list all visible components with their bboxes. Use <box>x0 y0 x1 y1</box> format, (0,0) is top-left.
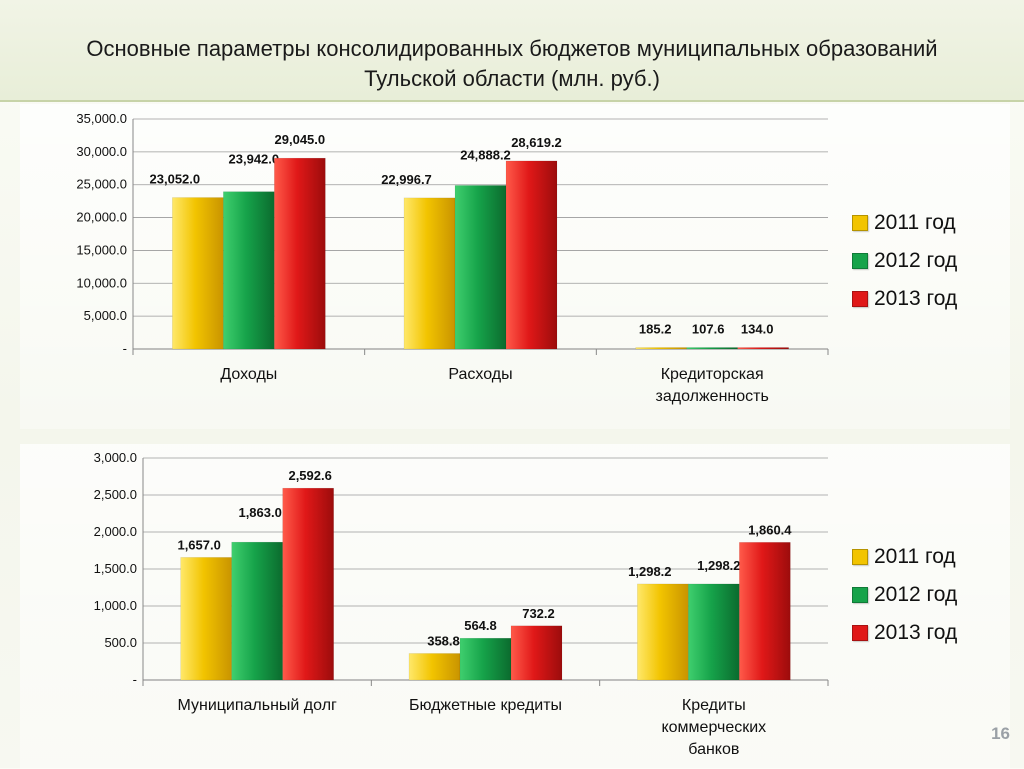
legend-swatch-2012 <box>852 587 868 603</box>
y-tick-label: - <box>133 672 137 687</box>
y-tick-label: 25,000.0 <box>76 177 127 192</box>
legend-swatch-2011 <box>852 215 868 231</box>
legend-label-2012: 2012 год <box>874 249 958 272</box>
category-label: Муниципальный долг <box>177 697 337 714</box>
y-tick-label: 10,000.0 <box>76 275 127 290</box>
legend-label-2013: 2013 год <box>874 287 958 310</box>
y-tick-label: 1,500.0 <box>94 561 137 576</box>
data-label: 28,619.2 <box>511 135 562 150</box>
category-label: Кредиты коммерческих банков <box>661 697 766 758</box>
page-number: 16 <box>991 724 1010 743</box>
data-label: 1,657.0 <box>177 537 220 552</box>
legend-swatch-2013 <box>852 291 868 307</box>
bar <box>274 157 326 350</box>
bar <box>739 542 791 681</box>
data-label: 732.2 <box>522 606 555 621</box>
legend-debt: 2011 год 2012 год 2013 год <box>852 538 957 652</box>
bar-chart-debt: - 500.0 1,000.0 1,500.0 2,000.0 2,500.0 3,000.… <box>94 450 829 758</box>
category-label: Расходы <box>448 366 512 383</box>
bar <box>172 197 224 350</box>
legend-item-2011: 2011 год <box>852 204 957 242</box>
bar <box>637 583 689 681</box>
bar-chart-budget: - 5,000.0 10,000.0 15,000.0 20,000.0 25,000.0… <box>76 111 829 405</box>
category-label: Кредиторская задолженность <box>656 366 769 405</box>
y-tick-label: 15,000.0 <box>76 242 127 257</box>
data-label: 1,298.2 <box>697 558 740 573</box>
bar <box>223 191 275 350</box>
data-label: 23,052.0 <box>150 172 201 187</box>
y-tick-label: 30,000.0 <box>76 144 127 159</box>
bar <box>282 487 334 681</box>
y-tick-label: 500.0 <box>104 635 137 650</box>
data-label: 134.0 <box>741 322 774 337</box>
category-label: Бюджетные кредиты <box>409 697 562 714</box>
data-label: 2,592.6 <box>288 468 331 483</box>
data-label: 564.8 <box>464 618 497 633</box>
category-label: Доходы <box>220 366 277 383</box>
data-label: 22,996.7 <box>381 172 432 187</box>
legend-swatch-2011 <box>852 549 868 565</box>
y-tick-label: 2,500.0 <box>94 487 137 502</box>
bar <box>408 653 461 681</box>
bar <box>180 557 232 681</box>
bar <box>686 347 738 350</box>
bar <box>635 347 687 350</box>
chart-panel-budget: - 5,000.0 10,000.0 15,000.0 20,000.0 25,000.0… <box>20 104 1010 429</box>
legend-label-2011: 2011 год <box>874 211 956 234</box>
bar <box>505 160 558 350</box>
legend-budget: 2011 год 2012 год 2013 год <box>852 204 957 318</box>
bar <box>510 625 563 681</box>
legend-swatch-2013 <box>852 625 868 641</box>
bar <box>403 197 456 350</box>
legend-label-2011: 2011 год <box>874 545 956 568</box>
y-tick-label: 5,000.0 <box>84 308 127 323</box>
bar <box>688 583 740 681</box>
y-tick-label: - <box>123 341 127 356</box>
y-tick-label: 1,000.0 <box>94 598 137 613</box>
data-label: 107.6 <box>692 322 725 337</box>
legend-item-2012: 2012 год <box>852 576 957 614</box>
legend-item-2013: 2013 год <box>852 280 957 318</box>
bar <box>737 347 789 350</box>
data-label: 1,863.0 <box>238 505 281 520</box>
legend-swatch-2012 <box>852 253 868 269</box>
data-label: 1,860.4 <box>748 522 792 537</box>
legend-item-2011: 2011 год <box>852 538 957 576</box>
bar <box>459 637 512 681</box>
data-label: 185.2 <box>639 322 672 337</box>
legend-label-2012: 2012 год <box>874 583 958 606</box>
slide-title: Основные параметры консолидированных бюд… <box>86 36 938 91</box>
data-label: 23,942.0 <box>229 152 280 167</box>
data-label: 24,888.2 <box>460 147 511 162</box>
data-label: 358.8 <box>427 633 460 648</box>
y-tick-label: 3,000.0 <box>94 450 137 465</box>
legend-label-2013: 2013 год <box>874 621 958 644</box>
data-label: 1,298.2 <box>628 564 671 579</box>
chart-panel-debt: - 500.0 1,000.0 1,500.0 2,000.0 2,500.0 3,000.… <box>20 444 1010 769</box>
y-tick-label: 20,000.0 <box>76 210 127 225</box>
title-bar: Основные параметры консолидированных бюд… <box>0 0 1024 102</box>
legend-item-2013: 2013 год <box>852 614 957 652</box>
bar <box>231 541 283 681</box>
data-label: 29,045.0 <box>275 132 326 147</box>
y-tick-label: 35,000.0 <box>76 111 127 126</box>
legend-item-2012: 2012 год <box>852 242 957 280</box>
y-tick-label: 2,000.0 <box>94 524 137 539</box>
bar <box>454 185 507 350</box>
